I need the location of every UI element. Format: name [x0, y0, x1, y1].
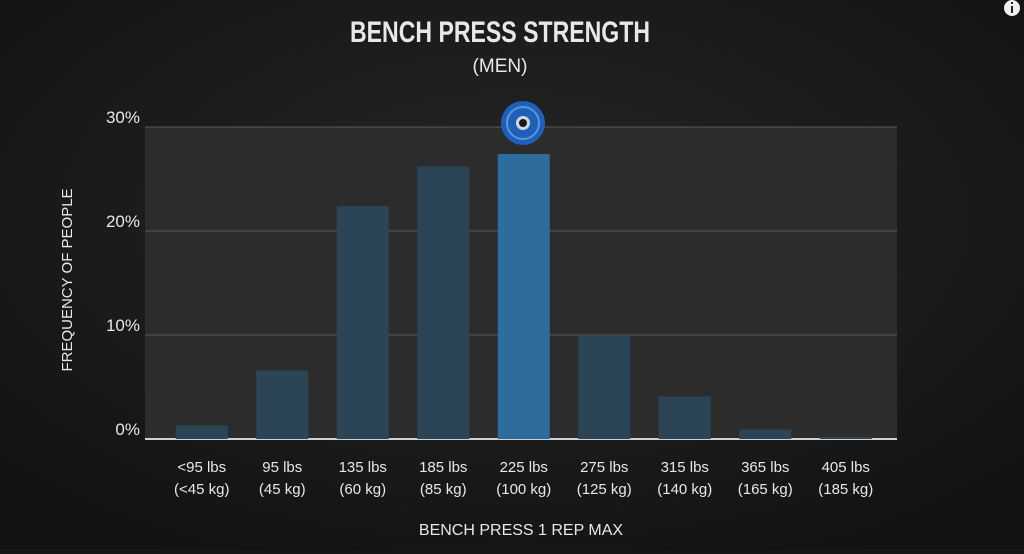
x-tick-sublabel: (140 kg): [657, 481, 712, 498]
chart-title: BENCH PRESS STRENGTH: [350, 16, 650, 49]
bar: [256, 370, 309, 439]
x-tick-sublabel: (185 kg): [818, 481, 873, 498]
y-tick-label: 20%: [106, 212, 140, 231]
x-tick-label: 135 lbs: [339, 459, 387, 476]
x-tick-label: 365 lbs: [741, 459, 789, 476]
x-tick-sublabel: (45 kg): [259, 481, 306, 498]
x-tick-sublabel: (60 kg): [339, 481, 386, 498]
x-tick-sublabel: (125 kg): [577, 481, 632, 498]
x-tick-label: 225 lbs: [500, 459, 548, 476]
bar: [739, 429, 792, 439]
x-tick-label: 275 lbs: [580, 459, 628, 476]
x-tick-sublabel: (85 kg): [420, 481, 467, 498]
y-tick-label: 30%: [106, 108, 140, 127]
x-tick-sublabel: (165 kg): [738, 481, 793, 498]
bar: [578, 336, 631, 439]
x-tick-sublabel: (100 kg): [496, 481, 551, 498]
x-tick-label: 315 lbs: [661, 459, 709, 476]
x-tick-sublabel: (<45 kg): [174, 481, 229, 498]
x-tick-label: 185 lbs: [419, 459, 467, 476]
x-tick-label: 405 lbs: [822, 459, 870, 476]
y-tick-label: 10%: [106, 316, 140, 335]
info-icon[interactable]: [1004, 0, 1020, 16]
x-axis-label: BENCH PRESS 1 REP MAX: [419, 522, 624, 539]
chart-subtitle: (MEN): [473, 56, 528, 77]
bar: [175, 425, 228, 439]
plate-icon: [501, 101, 545, 145]
y-axis-label: FREQUENCY OF PEOPLE: [59, 188, 76, 371]
bar: [658, 396, 711, 439]
bar: [497, 154, 550, 440]
x-tick-label: 95 lbs: [262, 459, 302, 476]
bar: [819, 436, 872, 439]
y-tick-label: 0%: [115, 420, 140, 439]
bar: [417, 166, 470, 439]
x-tick-label: <95 lbs: [177, 459, 226, 476]
bar: [336, 206, 389, 439]
